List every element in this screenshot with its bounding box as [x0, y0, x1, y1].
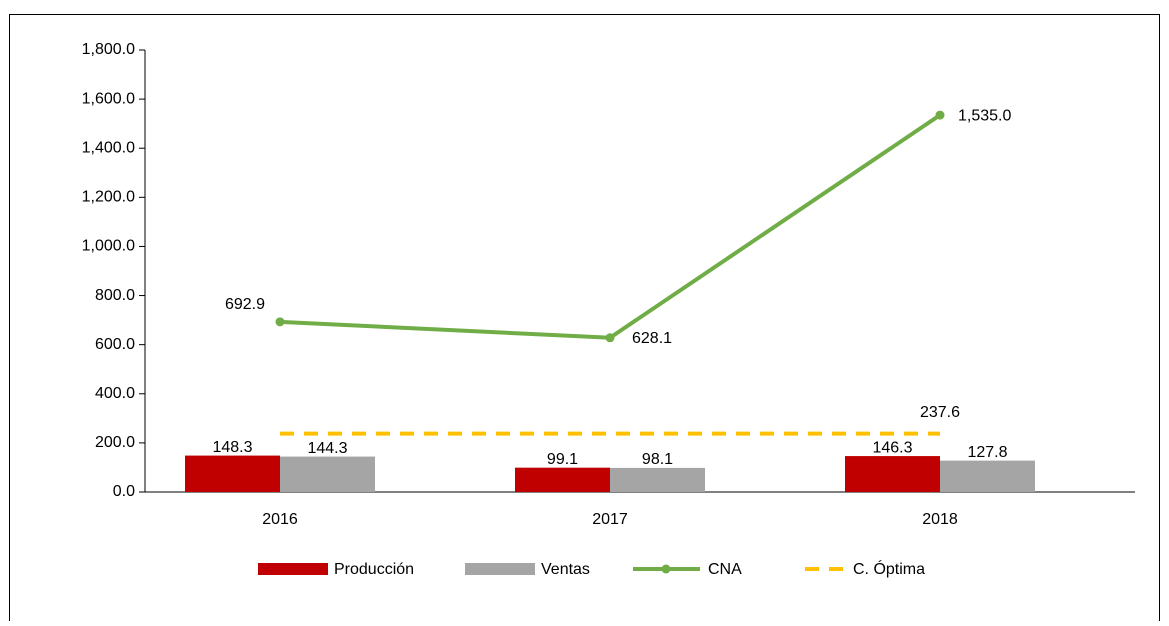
data-label: 98.1 [642, 451, 673, 468]
legend-label: C. Óptima [853, 559, 925, 578]
data-label: 99.1 [547, 451, 578, 468]
legend-marker [661, 564, 671, 574]
bar [185, 455, 280, 492]
y-tick-label: 1,600.0 [82, 90, 135, 107]
data-label: 144.3 [307, 440, 347, 457]
data-label: 237.6 [920, 404, 960, 421]
chart-frame [9, 14, 1160, 625]
y-tick-label: 400.0 [95, 385, 135, 402]
data-label: 148.3 [212, 439, 252, 456]
line-marker [275, 317, 285, 327]
data-label: 146.3 [872, 439, 912, 456]
bar [280, 456, 375, 492]
data-label: 692.9 [225, 296, 265, 313]
line-marker [935, 110, 945, 120]
legend-label: CNA [708, 561, 742, 578]
line-marker [605, 333, 615, 343]
bar [610, 467, 705, 492]
y-tick-label: 1,000.0 [82, 238, 135, 255]
y-tick-label: 1,400.0 [82, 139, 135, 156]
data-label: 1,535.0 [958, 107, 1011, 124]
x-tick-label: 2017 [592, 511, 628, 528]
bar [515, 467, 610, 492]
y-tick-label: 0.0 [113, 483, 135, 500]
legend-swatch [258, 563, 328, 575]
y-tick-label: 600.0 [95, 336, 135, 353]
data-label: 127.8 [967, 444, 1007, 461]
y-tick-label: 1,200.0 [82, 189, 135, 206]
x-tick-label: 2018 [922, 511, 958, 528]
legend-swatch [465, 563, 535, 575]
legend-label: Producción [334, 561, 414, 578]
x-tick-label: 2016 [262, 511, 298, 528]
y-tick-label: 800.0 [95, 287, 135, 304]
y-tick-label: 200.0 [95, 434, 135, 451]
legend-label: Ventas [541, 561, 590, 578]
bar [845, 456, 940, 492]
y-tick-label: 1,800.0 [82, 41, 135, 58]
data-label: 628.1 [632, 330, 672, 347]
bar [940, 460, 1035, 492]
